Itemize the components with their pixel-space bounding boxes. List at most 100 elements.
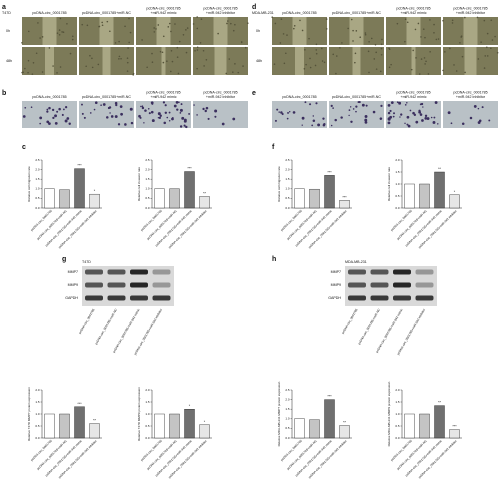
cell <box>32 62 35 64</box>
cell <box>196 49 199 51</box>
blot-band <box>107 295 126 301</box>
cell <box>109 30 111 33</box>
cell <box>393 112 396 115</box>
y-tick-label: 0.0 <box>145 436 150 440</box>
cell <box>308 37 310 40</box>
cell <box>355 30 358 32</box>
cell <box>305 63 307 66</box>
cell <box>276 108 279 111</box>
bar <box>74 168 85 209</box>
cell <box>473 105 477 108</box>
column-header: pcDNA-circ_0001785+miR-NC <box>82 95 131 99</box>
cell <box>340 116 343 119</box>
bar <box>404 413 415 439</box>
cell <box>332 107 334 109</box>
wound-area <box>161 47 166 75</box>
y-tick-label: 1.5 <box>145 177 150 181</box>
cell <box>196 27 199 30</box>
significance-label: *** <box>342 195 347 199</box>
cell <box>147 107 150 110</box>
cell <box>48 106 51 110</box>
y-tick-label: 0.5 <box>395 194 400 198</box>
wound-area <box>102 47 111 75</box>
y-axis-label: Relative cell invasion rate <box>137 167 141 201</box>
cell <box>230 22 232 25</box>
cell <box>396 101 399 104</box>
significance-label: * <box>204 420 206 424</box>
cell <box>179 125 183 128</box>
cell <box>61 31 63 33</box>
y-tick-label: 2.5 <box>285 158 290 162</box>
wound-area <box>352 47 361 75</box>
cell <box>52 116 55 120</box>
cell <box>460 36 463 38</box>
blot-band <box>107 269 126 275</box>
cell <box>483 19 486 22</box>
cell <box>83 116 86 119</box>
cell <box>68 122 71 125</box>
cell <box>106 20 109 23</box>
cell <box>119 105 123 108</box>
cell <box>151 119 155 123</box>
cell <box>451 19 454 22</box>
cell <box>132 74 135 76</box>
y-tick-label: 2.0 <box>285 167 290 171</box>
cell <box>226 20 229 22</box>
cell <box>417 22 420 25</box>
cell <box>420 102 424 106</box>
cell <box>171 117 174 121</box>
cell <box>399 116 401 118</box>
cell <box>61 113 64 116</box>
cell <box>203 65 205 67</box>
cell <box>464 71 466 74</box>
cell <box>301 124 303 126</box>
cell <box>364 118 368 122</box>
cell <box>54 114 57 118</box>
cell <box>64 106 68 109</box>
row-label: 0h <box>6 29 10 33</box>
cell <box>232 117 236 121</box>
cell <box>496 51 499 54</box>
cell <box>62 108 65 111</box>
significance-label: * <box>454 190 456 194</box>
cell <box>361 103 365 107</box>
cell <box>415 120 419 124</box>
cell <box>433 23 435 26</box>
wound-area <box>45 47 54 75</box>
blot-band <box>130 295 148 301</box>
cell <box>391 101 394 104</box>
cell <box>286 117 289 120</box>
cell <box>425 60 427 63</box>
cell <box>171 60 174 63</box>
cell <box>58 34 61 36</box>
cell <box>58 29 61 31</box>
cell <box>354 61 356 64</box>
cell <box>22 71 24 74</box>
y-tick-label: 2.0 <box>285 397 290 401</box>
cell <box>170 30 172 33</box>
protein-label: MMP9 <box>331 283 341 287</box>
cell <box>279 42 282 44</box>
cell-line-label: MDA-MB-231 <box>252 11 274 15</box>
significance-label: ** <box>438 167 441 171</box>
cell <box>24 106 27 109</box>
cell <box>303 67 306 70</box>
y-tick-label: 2.0 <box>145 167 150 171</box>
cell <box>364 120 368 124</box>
cell <box>181 116 185 120</box>
cell <box>358 100 361 104</box>
panel-label: g <box>62 256 66 263</box>
column-header: +miR-942 mimic <box>150 11 176 15</box>
cell <box>162 35 165 38</box>
cell <box>341 42 343 44</box>
cell <box>130 121 134 125</box>
cell <box>39 116 43 120</box>
cell <box>162 61 165 64</box>
cell <box>352 108 355 110</box>
cell <box>244 46 247 49</box>
cell <box>141 39 143 41</box>
cell <box>339 47 341 49</box>
cell <box>91 57 93 60</box>
cell <box>430 116 433 119</box>
